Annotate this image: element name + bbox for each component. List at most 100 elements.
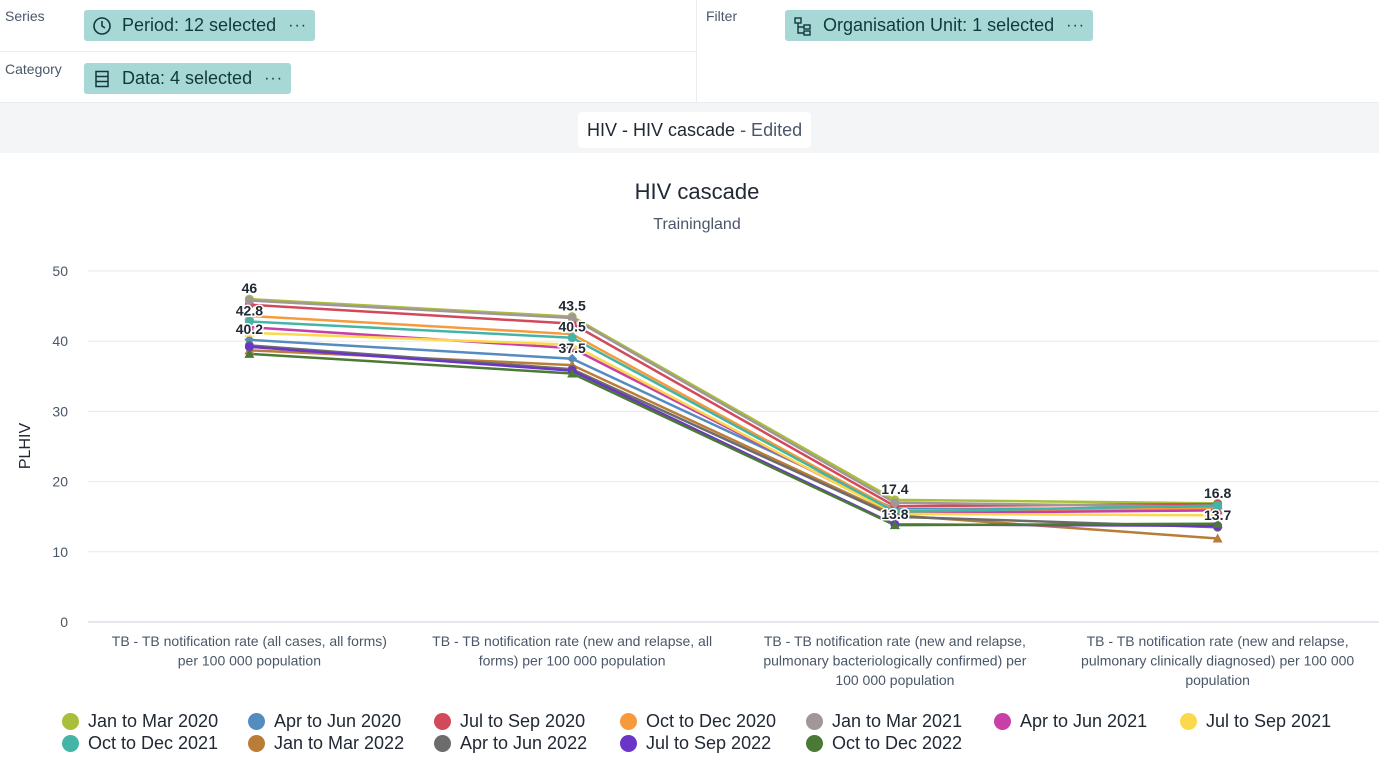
data-point[interactable] [244, 342, 254, 352]
x-tick-label: TB - TB notification rate (new and relap… [432, 633, 712, 669]
series-line[interactable] [249, 297, 1218, 505]
data-point[interactable] [889, 520, 900, 530]
clock-icon [92, 16, 112, 36]
legend-item[interactable]: Apr to Jun 2020 [248, 711, 401, 732]
data-point[interactable] [244, 317, 254, 327]
data-label: 13.8 [881, 506, 908, 522]
data-point[interactable] [1212, 518, 1223, 528]
data-label: 17.4 [881, 481, 908, 497]
legend-item[interactable]: Apr to Jun 2021 [994, 711, 1147, 732]
legend-swatch [994, 713, 1011, 730]
more-options-icon[interactable]: ··· [1066, 16, 1086, 34]
visualization-title: HIV - HIV cascade [587, 119, 736, 140]
data-label: 13.7 [1204, 507, 1231, 523]
layout-panel: Series Category Filter Period: 12 select… [0, 0, 1379, 103]
data-point[interactable] [567, 313, 577, 323]
legend-swatch [434, 735, 451, 752]
data-label: 40.5 [559, 319, 586, 335]
more-options-icon[interactable]: ··· [288, 16, 308, 34]
edited-status: - Edited [740, 119, 803, 140]
legend-item[interactable]: Jan to Mar 2022 [248, 733, 404, 754]
data-point[interactable] [244, 295, 254, 305]
series-line[interactable] [249, 303, 1218, 508]
series-axis-label: Series [5, 8, 45, 24]
data-point[interactable] [244, 334, 255, 345]
y-axis-title: PLHIV [17, 423, 34, 470]
legend-label: Jul to Sep 2022 [646, 733, 772, 753]
chart-subtitle: Trainingland [653, 216, 740, 233]
data-point[interactable] [890, 512, 900, 522]
legend-item[interactable]: Jul to Sep 2021 [1180, 711, 1331, 732]
series-line[interactable] [249, 299, 1218, 509]
data-label: 43.5 [559, 298, 586, 314]
data-label: 40.2 [236, 321, 263, 337]
data-point[interactable] [244, 348, 255, 358]
divider [696, 0, 697, 103]
series-line[interactable] [249, 331, 1218, 517]
data-point[interactable] [1212, 510, 1223, 520]
data-point[interactable] [567, 339, 578, 349]
data-chip[interactable]: Data: 4 selected ··· [84, 63, 292, 94]
x-tick-label: TB - TB notification rate (all cases, al… [112, 633, 387, 669]
series-line[interactable] [249, 352, 1218, 527]
series-line[interactable] [249, 344, 1218, 529]
data-label: 16.8 [1204, 485, 1231, 501]
data-point[interactable] [244, 322, 255, 332]
legend-label: Jan to Mar 2022 [274, 733, 405, 753]
legend-swatch [806, 735, 823, 752]
x-tick-label: TB - TB notification rate (new and relap… [763, 633, 1026, 688]
data-point[interactable] [244, 327, 255, 337]
legend-item[interactable]: Jan to Mar 2021 [806, 711, 962, 732]
more-options-icon[interactable]: ··· [264, 69, 284, 87]
x-tick-label: TB - TB notification rate (new and relap… [1081, 633, 1354, 688]
legend-swatch [1180, 713, 1197, 730]
chart-title: HIV cascade [635, 179, 760, 204]
period-chip[interactable]: Period: 12 selected ··· [84, 10, 316, 41]
divider [0, 51, 696, 52]
visualization-name: HIV - HIV cascade - Edited [578, 112, 812, 148]
orgunit-chip[interactable]: Organisation Unit: 1 selected ··· [785, 10, 1094, 41]
y-tick-label: 40 [52, 333, 68, 349]
legend-label: Jan to Mar 2020 [88, 711, 219, 731]
legend-label: Oct to Dec 2022 [832, 733, 963, 753]
data-point[interactable] [1212, 533, 1223, 543]
y-tick-label: 50 [52, 263, 68, 279]
legend-label: Jul to Sep 2020 [460, 711, 586, 731]
y-tick-label: 10 [52, 544, 68, 560]
y-tick-label: 20 [52, 474, 68, 490]
legend-swatch [620, 735, 637, 752]
legend-swatch [620, 713, 637, 730]
legend-item[interactable]: Apr to Jun 2022 [434, 733, 587, 754]
legend-label: Apr to Jun 2021 [1020, 711, 1148, 731]
data-point[interactable] [567, 333, 577, 343]
series-line[interactable] [249, 320, 1218, 514]
data-chip-label: Data: 4 selected [122, 68, 253, 88]
data-label: 37.5 [559, 340, 586, 356]
legend-swatch [248, 713, 265, 730]
data-point[interactable] [567, 368, 578, 378]
data-label: 46 [242, 280, 258, 296]
legend-swatch [806, 713, 823, 730]
filter-axis-label: Filter [706, 8, 738, 24]
legend-item[interactable]: Jan to Mar 2020 [62, 711, 218, 732]
legend-label: Jul to Sep 2021 [1206, 711, 1332, 731]
y-tick-label: 0 [60, 614, 68, 630]
legend-label: Apr to Jun 2020 [274, 711, 402, 731]
legend-swatch [62, 713, 79, 730]
series-line[interactable] [249, 345, 1218, 528]
data-point[interactable] [567, 353, 578, 364]
legend-item[interactable]: Oct to Dec 2021 [62, 733, 218, 754]
data-label: 42.8 [236, 303, 263, 319]
legend-item[interactable]: Oct to Dec 2022 [806, 733, 962, 754]
legend-item[interactable]: Oct to Dec 2020 [620, 711, 776, 732]
data-point[interactable] [244, 310, 255, 320]
data-point[interactable] [890, 498, 900, 508]
hierarchy-icon [793, 16, 813, 36]
legend-item[interactable]: Jul to Sep 2022 [620, 733, 771, 754]
divider [0, 102, 1379, 103]
legend-item[interactable]: Jul to Sep 2020 [434, 711, 585, 732]
database-icon [92, 69, 112, 89]
line-chart: HIV cascade Trainingland PLHIV 0 10 20 30 40… [17, 179, 1379, 688]
data-point[interactable] [1213, 500, 1223, 510]
legend-label: Oct to Dec 2021 [88, 733, 219, 753]
